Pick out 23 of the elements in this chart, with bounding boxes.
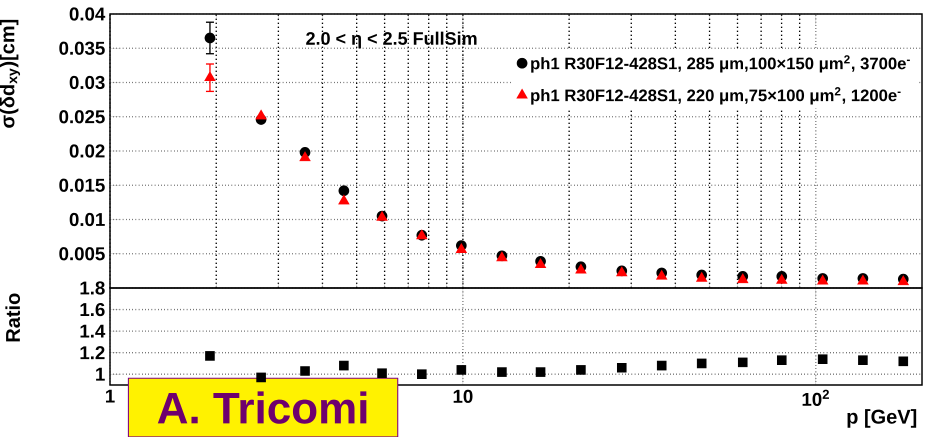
y-tick-label: 0.015 [59, 178, 105, 192]
y-tick-label: 0.025 [59, 110, 105, 124]
y-tick-label: 0.04 [70, 7, 106, 21]
y-tick-label: 0.035 [59, 42, 105, 55]
y-axis-title: σ(δd$_{xy}$)[cm] [0, 20, 20, 128]
y-tick-label: 1.2 [80, 346, 105, 360]
y-tick-label: 0.03 [70, 76, 105, 90]
legend-label: ph1 R30F12-428S1, 220 μm,75×100 μm$^{2}$, 1200e$^{-}$ [531, 87, 901, 105]
x-tick-label: 1 [106, 390, 115, 403]
y-tick-label: 1 [96, 368, 105, 381]
y-tick-label: 1.6 [80, 302, 105, 316]
annotation: 2.0 < η < 2.5 FullSim [306, 32, 476, 48]
x-tick-label: 10$^{2}$ [802, 390, 829, 406]
x-axis-title: p [GeV] [848, 409, 916, 428]
x-tick-label: 10 [454, 390, 473, 403]
y-tick-label: 1.4 [80, 324, 106, 338]
legend-label: ph1 R30F12-428S1, 285 μm,100×150 μm$^{2}$, 3700e$^{-}$ [531, 55, 910, 73]
y-tick-label: 0.01 [70, 212, 105, 226]
y-tick-label: 1.8 [80, 281, 105, 295]
y-axis-title: Ratio [5, 294, 20, 342]
text: A. Tricomi [158, 391, 366, 424]
y-tick-label: 0.005 [59, 247, 105, 260]
y-tick-label: 0.02 [70, 144, 105, 158]
